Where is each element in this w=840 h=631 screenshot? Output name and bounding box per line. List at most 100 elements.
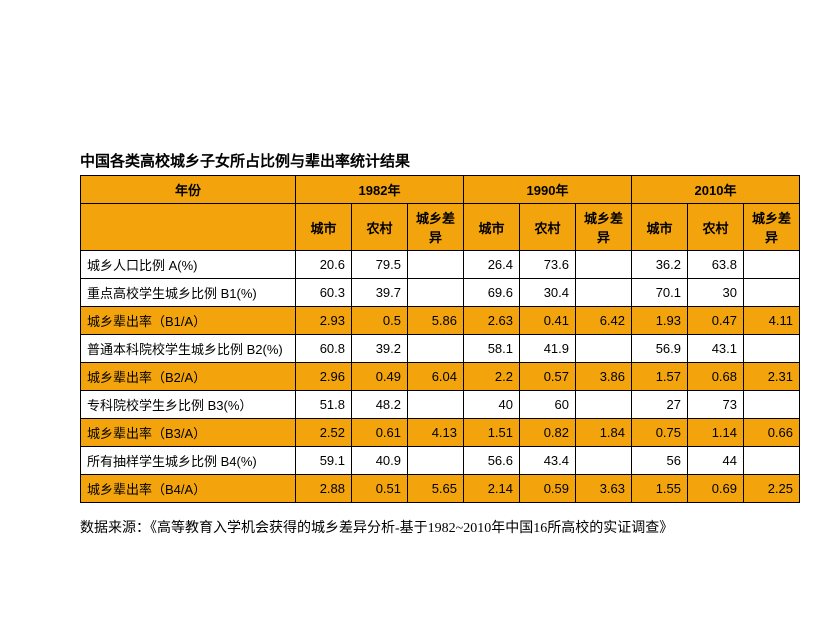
cell: 0.61	[352, 419, 408, 447]
table-row: 城乡人口比例 A(%)20.679.526.473.636.263.8	[81, 251, 800, 279]
cell: 4.11	[744, 307, 800, 335]
cell: 26.4	[464, 251, 520, 279]
cell: 2.14	[464, 475, 520, 503]
table-row: 城乡辈出率（B3/A）2.520.614.131.510.821.840.751…	[81, 419, 800, 447]
data-table: 年份 1982年 1990年 2010年 城市 农村 城乡差异 城市 农村 城乡…	[80, 175, 800, 503]
cell: 5.86	[408, 307, 464, 335]
cell: 2.2	[464, 363, 520, 391]
table-row: 城乡辈出率（B1/A）2.930.55.862.630.416.421.930.…	[81, 307, 800, 335]
table-row: 所有抽样学生城乡比例 B4(%)59.140.956.643.45644	[81, 447, 800, 475]
cell: 0.51	[352, 475, 408, 503]
cell: 0.69	[688, 475, 744, 503]
cell: 0.68	[688, 363, 744, 391]
cell: 0.59	[520, 475, 576, 503]
header-sub-6: 城市	[632, 204, 688, 251]
cell: 5.65	[408, 475, 464, 503]
cell: 48.2	[352, 391, 408, 419]
row-label: 专科院校学生乡比例 B3(%）	[81, 391, 296, 419]
cell: 1.14	[688, 419, 744, 447]
cell	[744, 391, 800, 419]
data-source: 数据来源：《高等教育入学机会获得的城乡差异分析-基于1982~2010年中国16…	[80, 517, 800, 537]
header-blank	[81, 204, 296, 251]
header-year-label: 年份	[81, 176, 296, 204]
cell: 41.9	[520, 335, 576, 363]
cell: 2.96	[296, 363, 352, 391]
cell: 56.9	[632, 335, 688, 363]
header-sub-4: 农村	[520, 204, 576, 251]
cell: 30	[688, 279, 744, 307]
header-year-2: 2010年	[632, 176, 800, 204]
cell: 1.93	[632, 307, 688, 335]
row-label: 城乡人口比例 A(%)	[81, 251, 296, 279]
header-sub-2: 城乡差异	[408, 204, 464, 251]
cell: 0.49	[352, 363, 408, 391]
row-label: 所有抽样学生城乡比例 B4(%)	[81, 447, 296, 475]
cell: 39.2	[352, 335, 408, 363]
cell: 1.55	[632, 475, 688, 503]
cell: 43.4	[520, 447, 576, 475]
cell: 40	[464, 391, 520, 419]
cell: 63.8	[688, 251, 744, 279]
cell	[408, 279, 464, 307]
cell: 2.52	[296, 419, 352, 447]
cell: 69.6	[464, 279, 520, 307]
cell	[576, 391, 632, 419]
cell: 3.86	[576, 363, 632, 391]
cell: 56	[632, 447, 688, 475]
cell: 36.2	[632, 251, 688, 279]
cell	[744, 447, 800, 475]
cell: 20.6	[296, 251, 352, 279]
cell: 60	[520, 391, 576, 419]
table-row: 城乡辈出率（B2/A）2.960.496.042.20.573.861.570.…	[81, 363, 800, 391]
row-label: 城乡辈出率（B2/A）	[81, 363, 296, 391]
cell: 0.47	[688, 307, 744, 335]
header-sub-3: 城市	[464, 204, 520, 251]
table-title: 中国各类高校城乡子女所占比例与辈出率统计结果	[80, 150, 800, 171]
header-sub-7: 农村	[688, 204, 744, 251]
cell: 1.57	[632, 363, 688, 391]
cell: 27	[632, 391, 688, 419]
cell: 44	[688, 447, 744, 475]
cell: 39.7	[352, 279, 408, 307]
cell: 1.84	[576, 419, 632, 447]
cell: 4.13	[408, 419, 464, 447]
cell: 73.6	[520, 251, 576, 279]
cell: 43.1	[688, 335, 744, 363]
cell	[744, 279, 800, 307]
cell	[576, 447, 632, 475]
cell: 0.66	[744, 419, 800, 447]
cell: 3.63	[576, 475, 632, 503]
cell	[576, 279, 632, 307]
cell: 40.9	[352, 447, 408, 475]
cell	[576, 335, 632, 363]
table-row: 普通本科院校学生城乡比例 B2(%)60.839.258.141.956.943…	[81, 335, 800, 363]
cell: 73	[688, 391, 744, 419]
cell: 0.75	[632, 419, 688, 447]
row-label: 普通本科院校学生城乡比例 B2(%)	[81, 335, 296, 363]
cell: 2.93	[296, 307, 352, 335]
header-sub-1: 农村	[352, 204, 408, 251]
cell: 59.1	[296, 447, 352, 475]
cell: 2.31	[744, 363, 800, 391]
cell: 2.88	[296, 475, 352, 503]
cell: 0.82	[520, 419, 576, 447]
header-sub-5: 城乡差异	[576, 204, 632, 251]
table-row: 专科院校学生乡比例 B3(%）51.848.2 4060 2773	[81, 391, 800, 419]
row-label: 城乡辈出率（B1/A）	[81, 307, 296, 335]
cell	[408, 251, 464, 279]
cell: 51.8	[296, 391, 352, 419]
cell	[408, 391, 464, 419]
cell: 30.4	[520, 279, 576, 307]
row-label: 城乡辈出率（B4/A）	[81, 475, 296, 503]
table-row: 重点高校学生城乡比例 B1(%)60.339.769.630.470.130	[81, 279, 800, 307]
cell	[744, 335, 800, 363]
cell: 0.41	[520, 307, 576, 335]
cell: 6.04	[408, 363, 464, 391]
cell: 6.42	[576, 307, 632, 335]
header-year-0: 1982年	[296, 176, 464, 204]
table-row: 城乡辈出率（B4/A）2.880.515.652.140.593.631.550…	[81, 475, 800, 503]
cell	[408, 335, 464, 363]
cell: 2.25	[744, 475, 800, 503]
cell: 1.51	[464, 419, 520, 447]
cell	[576, 251, 632, 279]
